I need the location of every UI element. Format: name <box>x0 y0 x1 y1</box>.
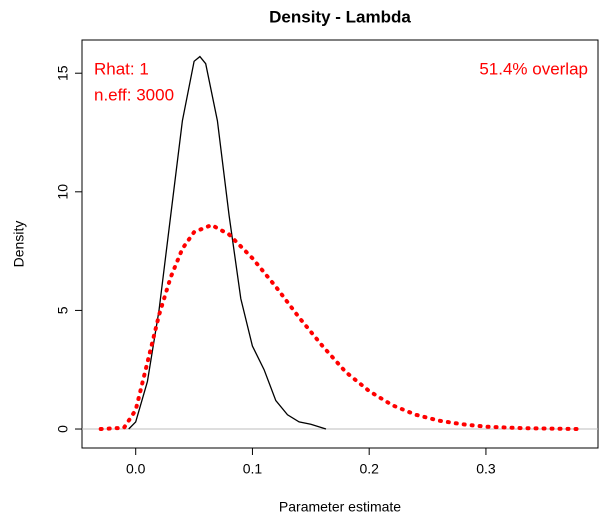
x-tick-label: 0.3 <box>476 461 496 477</box>
annotation: 51.4% overlap <box>479 59 588 78</box>
x-tick-label: 0.1 <box>243 461 263 477</box>
x-tick-label: 0.0 <box>126 461 146 477</box>
x-tick-label: 0.2 <box>359 461 379 477</box>
x-axis-label: Parameter estimate <box>279 499 401 515</box>
y-tick-label: 0 <box>55 425 71 433</box>
y-tick-label: 10 <box>55 184 71 200</box>
chart-title: Density - Lambda <box>269 7 411 26</box>
plot-frame <box>81 39 599 449</box>
density-line <box>98 222 582 431</box>
annotation: Rhat: 1 <box>94 59 149 78</box>
y-tick-label: 15 <box>55 65 71 81</box>
y-tick-label: 5 <box>55 306 71 314</box>
annotation: n.eff: 3000 <box>94 85 174 104</box>
density-line <box>128 55 327 430</box>
y-axis-label: Density <box>11 221 27 268</box>
